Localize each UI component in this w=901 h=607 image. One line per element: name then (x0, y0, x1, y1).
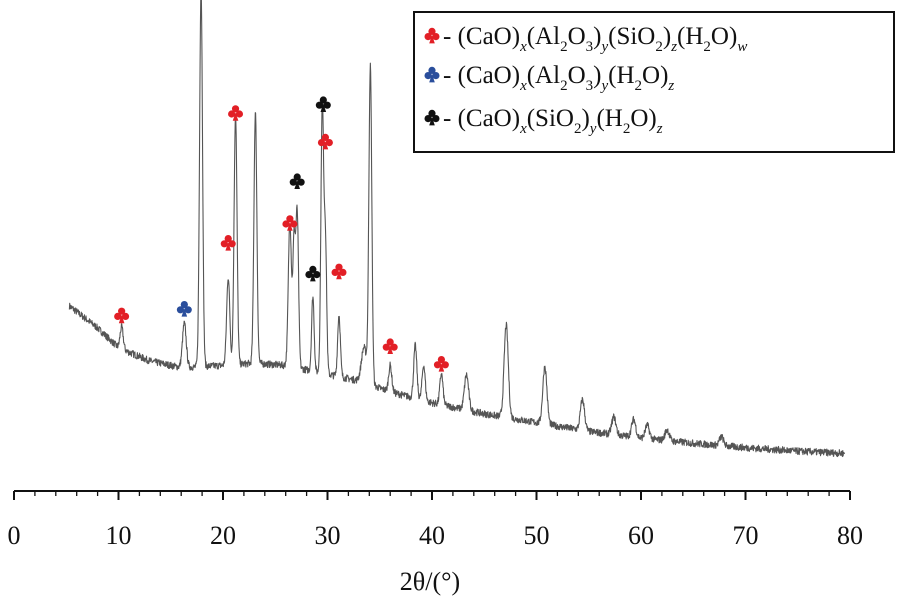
data-series-line (68, 0, 846, 458)
x-tick-label: 70 (733, 521, 759, 550)
legend-box (413, 11, 895, 153)
x-tick-label: 40 (419, 521, 445, 550)
x-tick-label: 0 (8, 521, 21, 550)
peak-marker-black (305, 265, 321, 282)
peak-marker-blue (176, 301, 192, 317)
legend-marker-red (424, 27, 440, 44)
peak-marker-red (317, 133, 333, 150)
peak-marker-red (433, 356, 449, 372)
x-tick-label: 30 (315, 521, 341, 550)
x-axis-title: 2θ/(°) (400, 567, 460, 596)
peak-marker-red (331, 263, 347, 280)
legend: - (CaO)x(Al2O3)y(SiO2)z(H2O)w - (CaO)x(Al… (413, 11, 895, 153)
x-tick-label: 60 (628, 521, 654, 550)
x-tick-label: 10 (106, 521, 132, 550)
peak-marker-red (228, 105, 244, 121)
peak-marker-red (282, 215, 298, 231)
peak-marker-black (315, 96, 331, 112)
x-axis: 0 10 20 30 40 50 60 70 80 (8, 490, 863, 550)
peak-markers (114, 96, 449, 372)
legend-label: - (CaO)x(Al2O3)y(SiO2)z(H2O)w (443, 23, 747, 55)
x-tick-label: 20 (210, 521, 236, 550)
plot-area (68, 0, 846, 458)
peak-marker-black (289, 173, 305, 189)
legend-marker-blue (424, 66, 440, 83)
peak-marker-red (220, 235, 236, 251)
peak-marker-red (114, 307, 130, 324)
legend-marker-black (424, 109, 440, 126)
legend-label: - (CaO)x(SiO2)y(H2O)z (443, 105, 663, 137)
x-tick-label: 50 (524, 521, 550, 550)
x-tick-label: 80 (837, 521, 863, 550)
legend-label: - (CaO)x(Al2O3)y(H2O)z (443, 62, 674, 94)
peak-marker-red (382, 338, 398, 354)
